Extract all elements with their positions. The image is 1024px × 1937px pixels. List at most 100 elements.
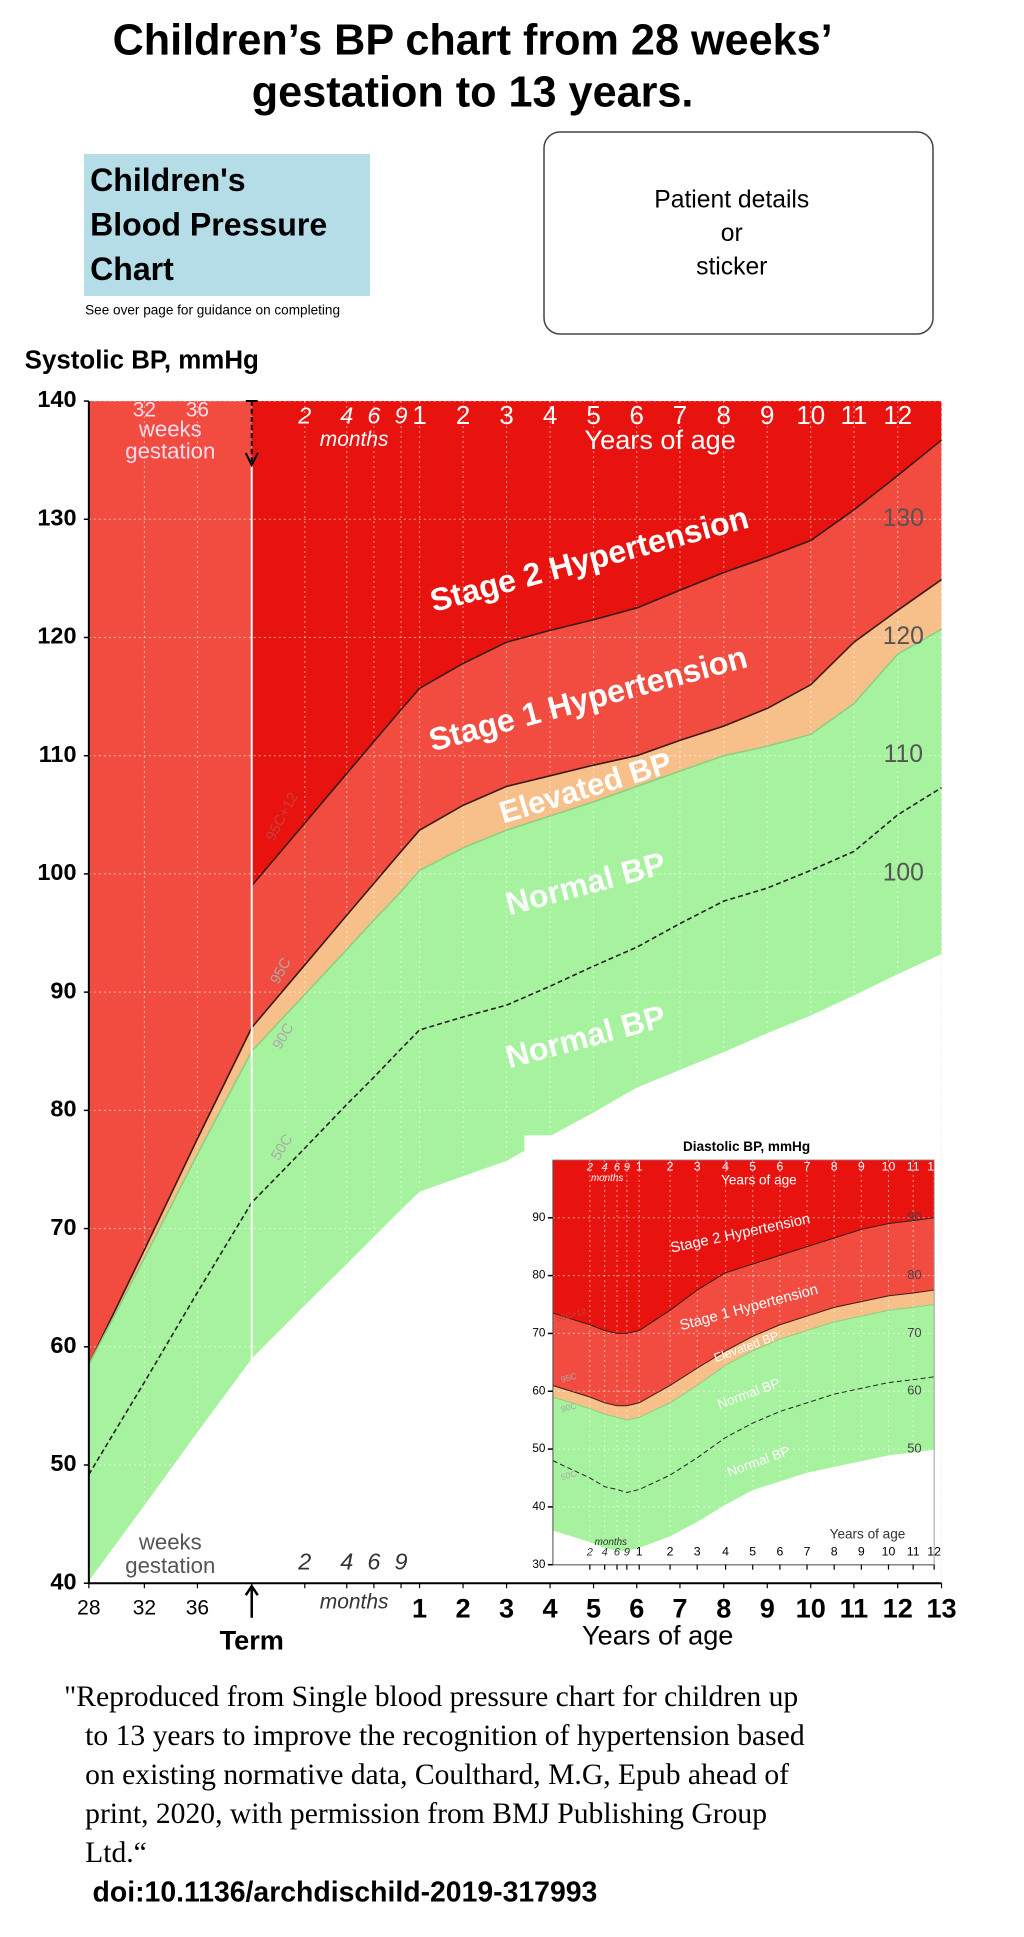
x-top-label: 4	[543, 402, 557, 430]
x-top-label: 7	[804, 1160, 811, 1174]
citation: to 13 years to improve the recognition o…	[85, 1720, 805, 1752]
series-line	[552, 1376, 935, 1493]
x-tick-label: Term	[220, 1625, 284, 1656]
y-tick-label: 50	[50, 1450, 76, 1476]
x-tick-label: 11	[907, 1545, 920, 1559]
inner-y-label: 90	[907, 1209, 921, 1224]
x-top-label: 2	[297, 402, 311, 428]
annotation: weeks	[138, 1530, 202, 1555]
y-tick-label: 90	[50, 977, 76, 1003]
annotation: months	[320, 1591, 389, 1614]
y-tick-label: 70	[532, 1327, 546, 1340]
patient-box	[543, 131, 934, 335]
x-top-label: 6	[614, 1161, 621, 1173]
inner-y-label: 130	[883, 505, 924, 532]
x-tick-label: 4	[340, 1549, 353, 1575]
y-tick-label: 130	[37, 504, 76, 530]
citation: "Reproduced from Single blood pressure c…	[64, 1681, 798, 1713]
x-tick-label: 6	[776, 1545, 783, 1559]
inner-y-label: 110	[884, 741, 923, 768]
inner-y-label: 70	[907, 1325, 921, 1340]
y-tick-label: 140	[37, 386, 76, 412]
logo-text: Blood Pressure	[90, 207, 327, 243]
x-top-label: 9	[760, 402, 774, 430]
annotation: gestation	[125, 439, 215, 464]
series-label: 95C	[560, 1371, 578, 1385]
y-tick-label: 80	[532, 1269, 546, 1282]
x-top-label: 12	[927, 1160, 941, 1174]
x-top-label: 32	[133, 398, 156, 421]
patient-text: or	[721, 220, 743, 247]
inset-title: Diastolic BP, mmHg	[683, 1139, 810, 1154]
x-top-label: 9	[624, 1161, 630, 1173]
x-top-label: 2	[456, 402, 470, 430]
y-tick-label: 30	[532, 1558, 546, 1571]
x-top-label: 1	[412, 402, 426, 430]
x-tick-label: 9	[395, 1549, 408, 1575]
y-tick-label: 40	[532, 1500, 546, 1513]
inner-y-label: 120	[883, 623, 924, 650]
annotation: weeks	[138, 417, 202, 442]
x-tick-label: 4	[602, 1546, 608, 1558]
x-tick-label: 11	[840, 1593, 869, 1624]
x-tick-label: 2	[297, 1549, 311, 1575]
x-tick-label: 3	[499, 1593, 514, 1624]
annotation: Years of age	[721, 1173, 797, 1188]
x-tick-label: 12	[927, 1545, 941, 1559]
x-tick-label: 6	[367, 1549, 381, 1575]
doi: doi:10.1136/archdischild-2019-317993	[93, 1877, 598, 1909]
x-tick-label: 12	[883, 1593, 913, 1624]
y-tick-label: 40	[50, 1568, 76, 1594]
x-top-label: 36	[186, 398, 209, 421]
x-top-label: 2	[667, 1160, 674, 1174]
x-tick-label: 9	[624, 1546, 630, 1558]
y-tick-label: 110	[39, 741, 77, 767]
y-tick-label: 100	[37, 859, 76, 885]
x-top-label: 7	[673, 402, 687, 430]
x-top-label: 10	[882, 1160, 896, 1174]
x-tick-label: 8	[831, 1545, 838, 1559]
y-tick-label: 50	[532, 1442, 546, 1455]
x-top-label: 4	[602, 1161, 608, 1173]
series-line	[88, 786, 942, 1475]
annotation: months	[320, 428, 389, 451]
citation: print, 2020, with permission from BMJ Pu…	[85, 1798, 767, 1830]
x-tick-label: 32	[133, 1597, 156, 1620]
x-tick-label: 2	[667, 1545, 674, 1559]
x-tick-label: 13	[926, 1593, 956, 1624]
x-top-label: 6	[630, 402, 644, 430]
inner-y-label: 100	[883, 859, 924, 886]
annotation: Years of age	[582, 1620, 733, 1651]
annotation: months	[591, 1173, 623, 1184]
logo-text: Chart	[90, 251, 174, 287]
x-tick-label: 9	[760, 1593, 775, 1624]
x-top-label: 8	[717, 402, 731, 430]
term-arrow	[244, 400, 259, 468]
x-top-label: 11	[840, 402, 867, 430]
annotation: months	[595, 1537, 627, 1548]
citation: Ltd.“	[85, 1837, 147, 1869]
x-top-label: 11	[907, 1160, 920, 1174]
inner-y-label: 80	[907, 1267, 921, 1282]
x-tick-label: 6	[629, 1593, 644, 1624]
x-tick-label: 5	[749, 1545, 756, 1559]
x-tick-label: 1	[636, 1545, 643, 1559]
series-line	[88, 628, 942, 1365]
zone-fill	[552, 1159, 935, 1334]
y-tick-label: 80	[50, 1096, 76, 1122]
x-tick-label: 2	[586, 1546, 593, 1558]
x-top-label: 3	[694, 1160, 701, 1174]
y-tick-label: 90	[532, 1211, 546, 1224]
guidance: See over page for guidance on completing	[85, 303, 340, 318]
annotation: gestation	[125, 1553, 215, 1578]
series-label: 50C	[560, 1468, 578, 1482]
x-tick-label: 4	[543, 1593, 558, 1624]
citation: on existing normative data, Coulthard, M…	[85, 1759, 789, 1791]
annotation: Years of age	[585, 424, 736, 455]
x-tick-label: 10	[882, 1545, 896, 1559]
x-tick-label: 6	[614, 1546, 621, 1558]
x-top-label: 9	[858, 1160, 865, 1174]
x-tick-label: 8	[716, 1593, 731, 1624]
series-line	[552, 1304, 935, 1421]
